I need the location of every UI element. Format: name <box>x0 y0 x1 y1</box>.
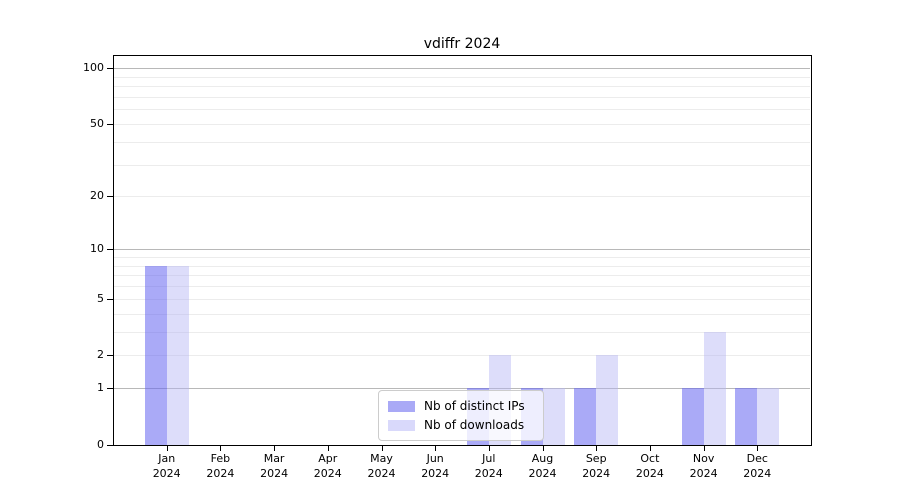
x-tick-jun <box>435 445 437 451</box>
gridline-minor-7 <box>114 275 810 277</box>
x-label-nov: Nov 2024 <box>689 452 718 480</box>
gridline-minor-40 <box>114 141 810 143</box>
gridline-major-100 <box>114 68 810 70</box>
y-tick-100 <box>107 68 113 70</box>
y-label-5: 5 <box>97 291 104 305</box>
y-label-0: 0 <box>97 438 104 451</box>
y-label-2: 2 <box>97 348 104 362</box>
gridline-minor-50 <box>114 124 810 125</box>
x-label-feb: Feb 2024 <box>206 452 235 480</box>
gridline-minor-30 <box>114 164 810 166</box>
legend-label-distinct-ips: Nb of distinct IPs <box>424 399 525 413</box>
legend-item-downloads: Nb of downloads <box>388 418 534 432</box>
gridline-minor-20 <box>114 196 810 198</box>
y-tick-50 <box>107 124 113 125</box>
bar-dec-distinct-ips <box>735 388 758 445</box>
y-label-10: 10 <box>90 242 104 256</box>
gridline-minor-6 <box>114 286 810 288</box>
x-tick-feb <box>220 445 222 451</box>
legend-item-distinct-ips: Nb of distinct IPs <box>388 399 534 413</box>
x-tick-sep <box>596 445 598 451</box>
gridline-minor-60 <box>114 109 810 111</box>
gridline-minor-4 <box>114 313 810 315</box>
gridline-minor-70 <box>114 97 810 98</box>
gridline-minor-3 <box>114 331 810 333</box>
x-label-apr: Apr 2024 <box>313 452 342 480</box>
x-tick-apr <box>327 445 329 451</box>
legend-swatch-distinct-ips <box>388 400 415 412</box>
legend: Nb of distinct IPs Nb of downloads <box>378 390 544 441</box>
x-tick-jul <box>488 445 490 451</box>
legend-label-downloads: Nb of downloads <box>424 418 525 432</box>
chart-title: vdiffr 2024 <box>423 36 501 52</box>
bar-nov-distinct-ips <box>681 388 704 445</box>
y-tick-0 <box>107 445 113 446</box>
x-label-jul: Jul 2024 <box>474 452 503 480</box>
x-label-dec: Dec 2024 <box>743 452 772 480</box>
x-label-jun: Jun 2024 <box>421 452 450 480</box>
plot-area <box>113 55 812 446</box>
bar-dec-downloads <box>757 388 780 445</box>
x-tick-oct <box>649 445 651 451</box>
y-label-100: 100 <box>83 61 104 75</box>
y-label-50: 50 <box>90 117 104 130</box>
x-tick-jan <box>166 445 168 451</box>
gridline-major-10 <box>114 249 810 251</box>
y-label-1: 1 <box>97 381 104 395</box>
gridline-minor-2 <box>114 355 810 357</box>
x-tick-dec <box>757 445 759 451</box>
x-label-jan: Jan 2024 <box>152 452 181 480</box>
y-tick-1 <box>107 388 113 390</box>
bar-aug-downloads <box>542 388 565 445</box>
y-tick-20 <box>107 196 113 198</box>
gridline-minor-90 <box>114 76 810 78</box>
bar-jan-downloads <box>166 265 189 445</box>
legend-swatch-downloads <box>388 419 415 431</box>
x-label-may: May 2024 <box>367 452 396 480</box>
gridline-minor-8 <box>114 265 810 267</box>
x-label-oct: Oct 2024 <box>635 452 664 480</box>
x-tick-may <box>381 445 383 451</box>
x-label-sep: Sep 2024 <box>582 452 611 480</box>
y-label-20: 20 <box>90 189 104 203</box>
y-tick-10 <box>107 249 113 251</box>
gridline-minor-9 <box>114 257 810 258</box>
bar-nov-downloads <box>703 331 726 445</box>
bar-jan-distinct-ips <box>144 265 167 445</box>
gridline-minor-80 <box>114 86 810 88</box>
y-tick-5 <box>107 298 113 300</box>
x-tick-nov <box>703 445 705 451</box>
x-label-mar: Mar 2024 <box>260 452 289 480</box>
gridline-minor-5 <box>114 298 810 300</box>
x-tick-aug <box>542 445 544 451</box>
x-tick-mar <box>274 445 276 451</box>
x-label-aug: Aug 2024 <box>528 452 557 480</box>
bar-sep-distinct-ips <box>574 388 597 445</box>
y-tick-2 <box>107 355 113 357</box>
gridline-major-1 <box>114 388 810 390</box>
bar-sep-downloads <box>596 355 619 445</box>
